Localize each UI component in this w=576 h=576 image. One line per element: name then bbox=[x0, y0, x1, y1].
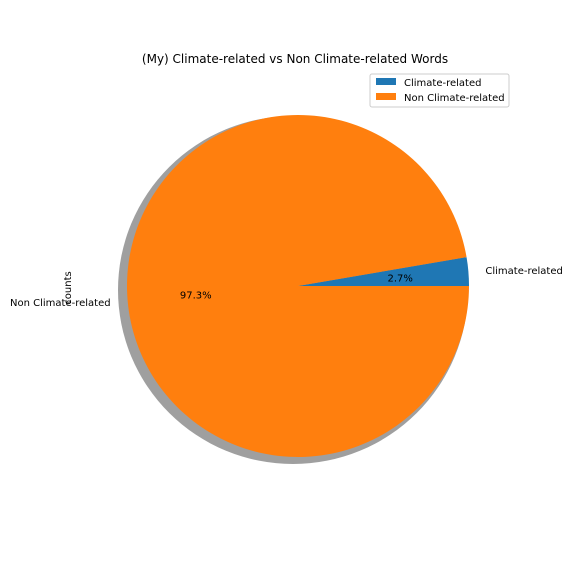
pie-slices bbox=[127, 114, 470, 457]
legend-entry-non-climate: Non Climate-related bbox=[404, 93, 505, 104]
legend-entry-climate: Climate-related bbox=[404, 78, 481, 89]
chart-title: (My) Climate-related vs Non Climate-rela… bbox=[142, 52, 448, 66]
legend-swatch-non-climate bbox=[376, 93, 396, 100]
slice-label-climate: Climate-related bbox=[485, 266, 562, 277]
legend-swatch-climate bbox=[376, 78, 396, 85]
y-axis-label: counts bbox=[63, 271, 74, 304]
pie-slice-non-climate bbox=[127, 114, 470, 457]
slice-pct-non-climate: 97.3% bbox=[180, 291, 212, 302]
slice-labels: Climate-related 2.7% Non Climate-related 97… bbox=[10, 266, 563, 309]
slice-label-non-climate: Non Climate-related bbox=[10, 298, 111, 309]
legend: Climate-related Non Climate-related bbox=[369, 73, 510, 108]
pie-slice-climate bbox=[298, 257, 469, 286]
slice-pct-climate: 2.7% bbox=[387, 273, 412, 284]
legend-box bbox=[369, 73, 510, 108]
